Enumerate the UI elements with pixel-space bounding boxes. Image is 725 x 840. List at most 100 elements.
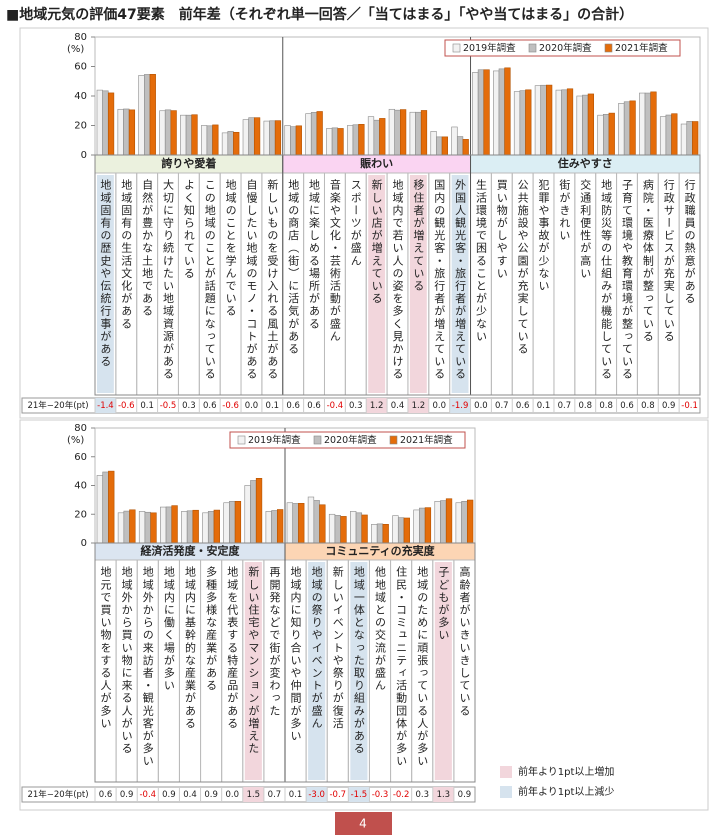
bar bbox=[164, 109, 172, 156]
bar bbox=[102, 471, 109, 544]
bar bbox=[160, 506, 167, 544]
bar bbox=[413, 509, 420, 544]
bar bbox=[138, 511, 146, 544]
bar bbox=[430, 131, 437, 156]
label-highlight bbox=[434, 562, 452, 780]
group-name: コミュニティの充実度 bbox=[325, 544, 435, 558]
bar bbox=[355, 512, 363, 544]
bar bbox=[352, 124, 359, 156]
bar bbox=[388, 108, 395, 156]
bar bbox=[244, 485, 251, 544]
bar bbox=[108, 470, 115, 544]
bar bbox=[128, 109, 136, 156]
category-label: 地域外から買い物に来る人がいる bbox=[120, 566, 133, 755]
bar bbox=[504, 67, 511, 156]
bar bbox=[123, 108, 130, 156]
diff-value: -0.2 bbox=[393, 790, 410, 800]
bar bbox=[284, 125, 291, 156]
bar bbox=[603, 113, 610, 156]
category-label: 地域防災等の仕組みが機能している bbox=[600, 179, 613, 381]
legend-label: 2020年調査 bbox=[539, 42, 592, 54]
label-highlight bbox=[97, 175, 114, 393]
category-label: 地域のために頑張っている人が多い bbox=[416, 566, 429, 768]
bar bbox=[546, 84, 553, 156]
group-name: 誇りや愛着 bbox=[161, 156, 216, 170]
bar bbox=[361, 514, 368, 544]
diff-value: 0.0 bbox=[225, 790, 239, 800]
bar bbox=[234, 501, 242, 544]
y-tick-label: 20 bbox=[74, 509, 87, 520]
category-label: 生活環境で困ることが少ない bbox=[474, 178, 487, 343]
diff-value: -0.4 bbox=[139, 790, 156, 800]
bar bbox=[307, 496, 315, 544]
bar bbox=[229, 501, 236, 544]
label-highlight bbox=[308, 562, 326, 780]
diff-value: 0.9 bbox=[458, 790, 472, 800]
diff-value: 0.8 bbox=[641, 401, 655, 411]
bar bbox=[165, 506, 173, 544]
bar bbox=[576, 95, 583, 156]
bar bbox=[290, 126, 297, 156]
category-label: 地域の祭りやイベントが盛ん bbox=[310, 566, 323, 730]
bar bbox=[680, 123, 688, 156]
bar bbox=[207, 511, 215, 544]
y-tick-label: 80 bbox=[74, 32, 87, 43]
diff-highlight bbox=[306, 787, 328, 802]
bar bbox=[102, 90, 109, 156]
diff-value: 0.7 bbox=[558, 401, 572, 411]
bar bbox=[129, 509, 136, 544]
bar bbox=[347, 125, 354, 156]
bar bbox=[340, 516, 347, 544]
label-highlight bbox=[368, 175, 386, 393]
category-label: 大切に守り続けたい地域資源がある bbox=[162, 178, 175, 381]
category-label: 公共施設や公園が充実している bbox=[516, 179, 529, 355]
bar bbox=[96, 89, 103, 156]
bar bbox=[319, 504, 326, 544]
category-label: よく知られている bbox=[182, 179, 195, 280]
bar bbox=[555, 89, 562, 156]
bar bbox=[650, 91, 657, 156]
diff-value: -0.6 bbox=[222, 401, 239, 411]
category-label: 住民・コミュニティ活動団体が多い bbox=[395, 565, 408, 768]
y-tick-label: 80 bbox=[74, 423, 87, 434]
diff-value: -3.0 bbox=[308, 790, 325, 800]
diff-value: 0.1 bbox=[537, 401, 551, 411]
category-label: 犯罪や事故が少ない bbox=[537, 179, 550, 293]
diff-value: 0.6 bbox=[203, 401, 217, 411]
category-label: 地元で買い物をする人が多い bbox=[99, 566, 112, 730]
diff-highlight bbox=[242, 787, 264, 802]
label-highlight bbox=[350, 562, 368, 780]
bar bbox=[144, 74, 151, 156]
bar bbox=[451, 126, 458, 156]
category-label: 地域一体となった取り組みがある bbox=[352, 566, 365, 755]
legend-swatch bbox=[313, 435, 322, 445]
bar bbox=[313, 500, 320, 544]
bar bbox=[639, 92, 646, 156]
diff-value: 0.4 bbox=[391, 401, 405, 411]
bar bbox=[659, 116, 667, 156]
bar bbox=[316, 111, 323, 156]
bar bbox=[441, 136, 448, 156]
diff-value: 0.8 bbox=[578, 401, 592, 411]
bar bbox=[513, 91, 521, 156]
bar bbox=[180, 114, 187, 156]
bar bbox=[269, 120, 276, 156]
bar bbox=[192, 509, 199, 544]
category-label: 交通利便性が高い bbox=[579, 178, 592, 280]
y-tick-label: 0 bbox=[81, 150, 87, 161]
y-tick-label: 40 bbox=[74, 481, 87, 492]
diff-value: -0.7 bbox=[329, 790, 346, 800]
diff-value: 0.9 bbox=[162, 790, 176, 800]
bar bbox=[337, 128, 344, 156]
bar bbox=[686, 121, 693, 156]
diff-value: 0.6 bbox=[99, 790, 113, 800]
bar bbox=[436, 136, 443, 156]
bar bbox=[403, 517, 410, 544]
bar bbox=[434, 501, 441, 544]
legend-label: 2021年調査 bbox=[400, 434, 453, 446]
category-label: この地域のことが話題になっている bbox=[203, 179, 216, 381]
bar bbox=[358, 124, 365, 156]
diff-value: 0.0 bbox=[432, 401, 446, 411]
bar bbox=[397, 517, 405, 544]
category-label: 高齢者がいきいきしている bbox=[458, 565, 471, 718]
